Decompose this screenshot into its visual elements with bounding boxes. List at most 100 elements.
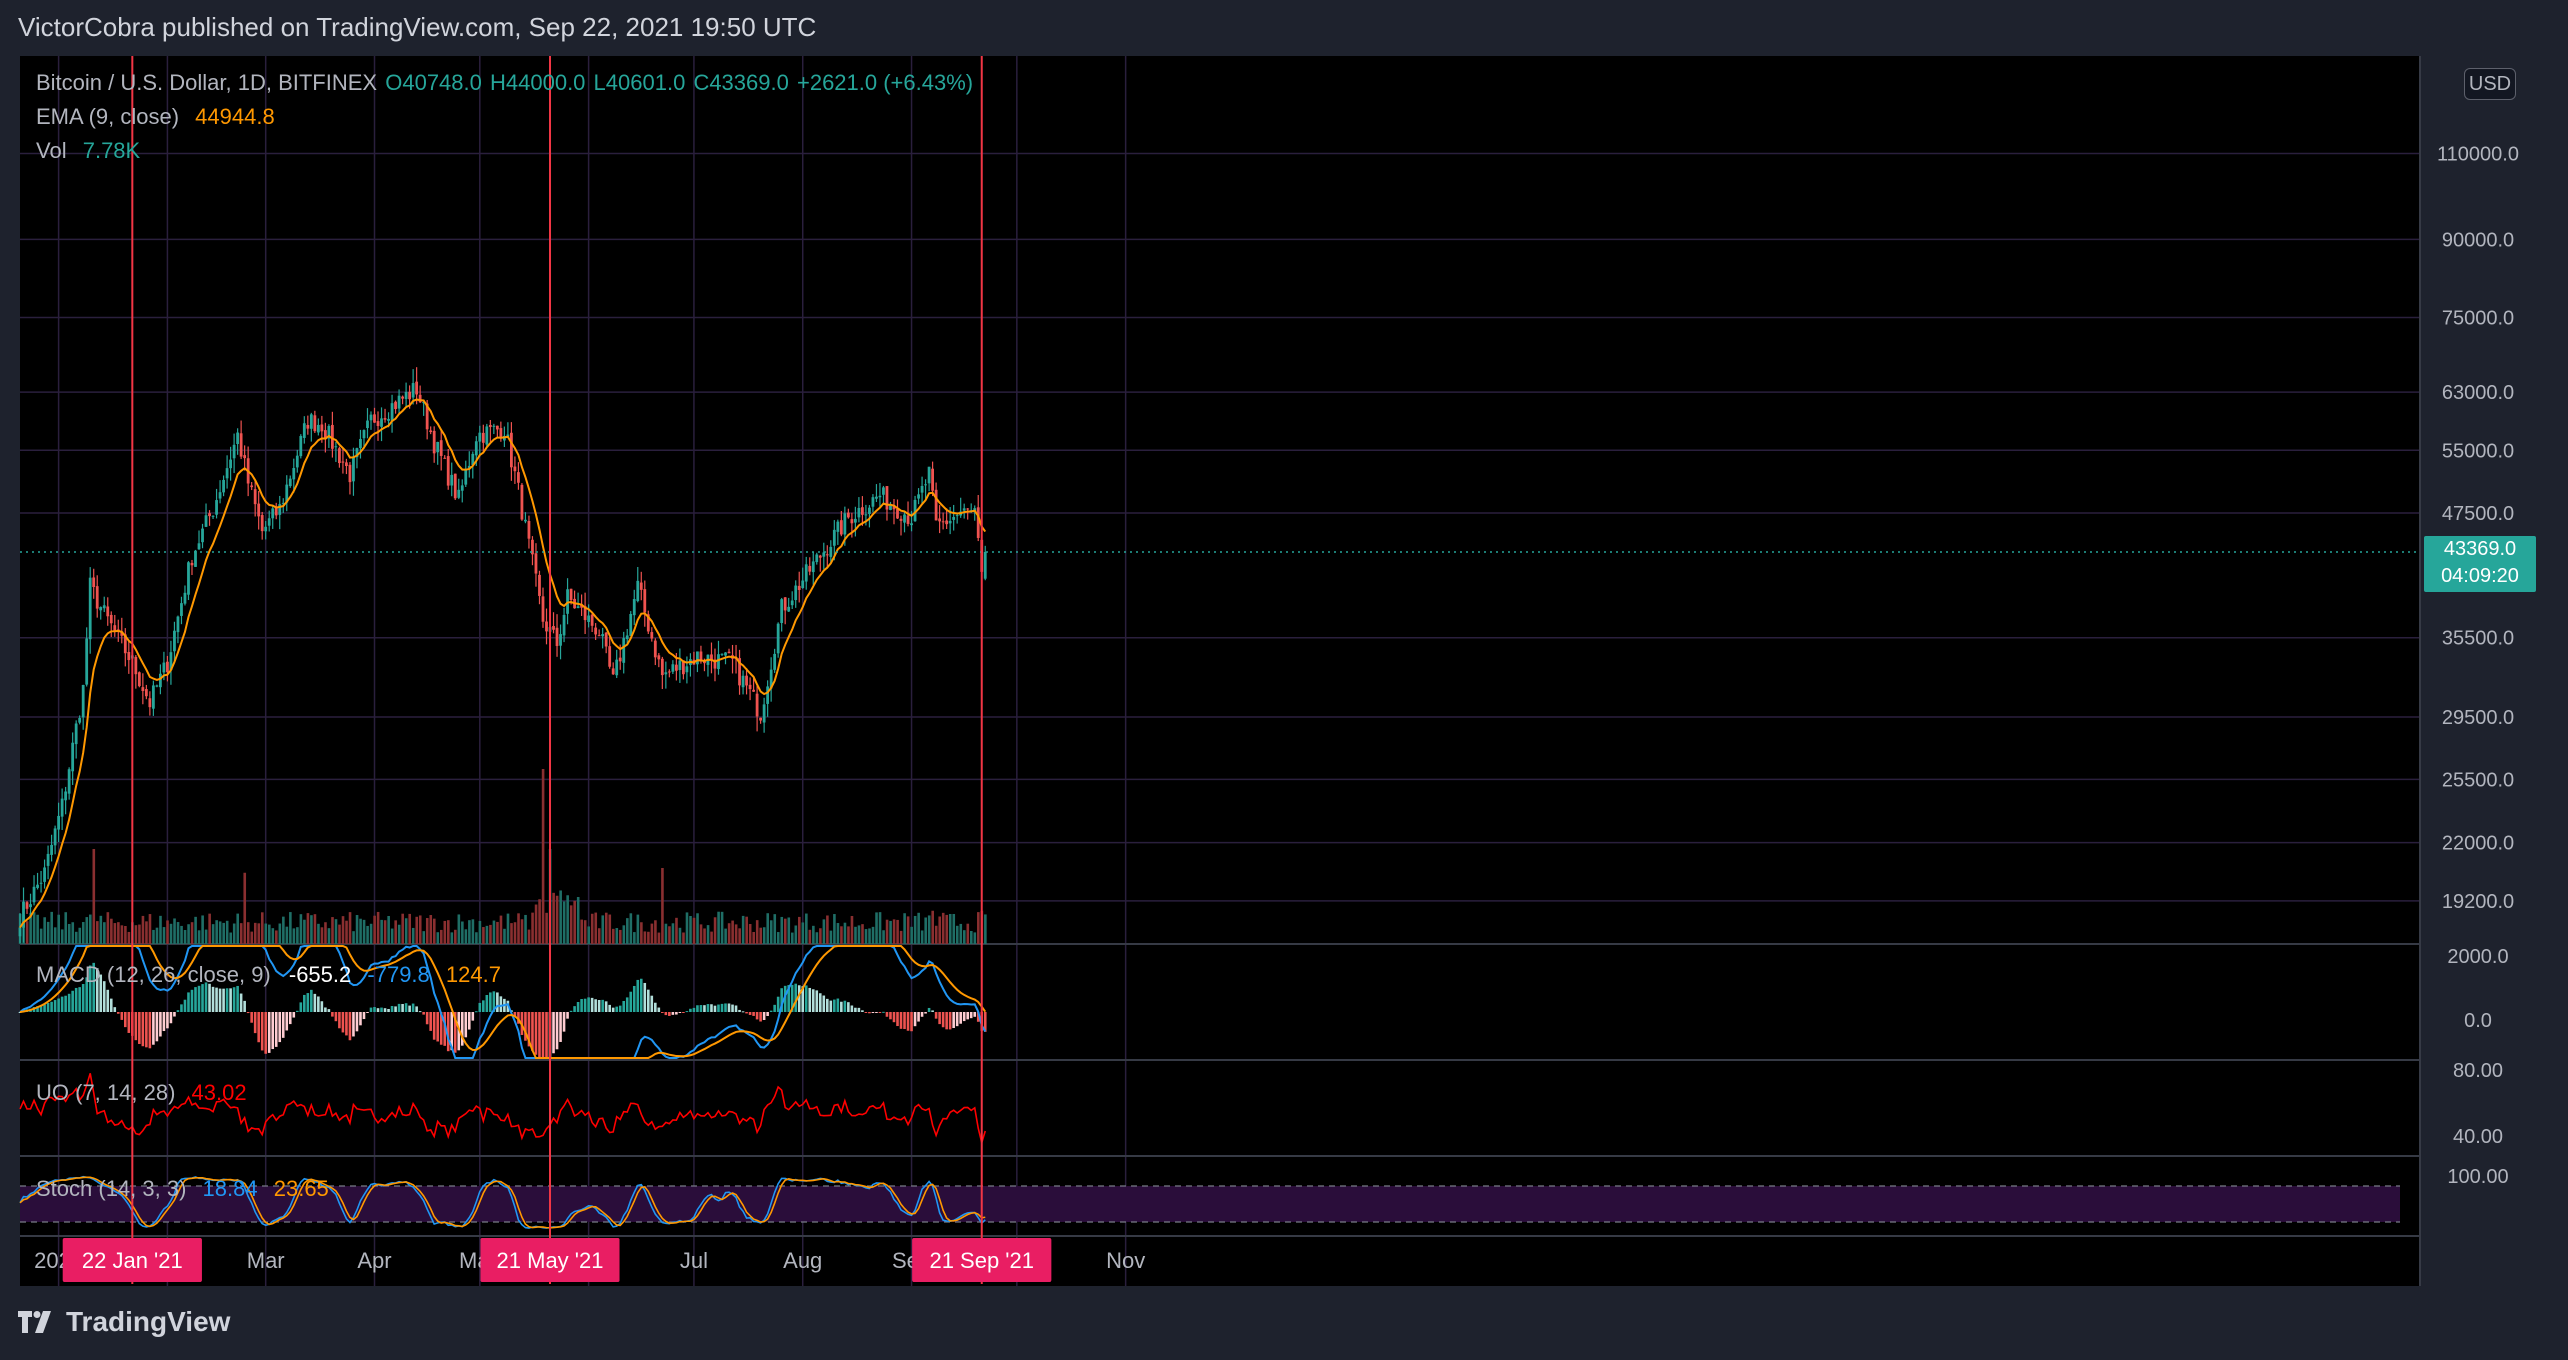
candle-body	[804, 564, 808, 582]
candle-body	[889, 504, 892, 510]
candle-body	[488, 425, 492, 427]
macd-bar	[622, 1000, 626, 1012]
candle-body	[474, 441, 478, 456]
vol-value: 7.78K	[82, 138, 141, 163]
volume-bar	[945, 914, 949, 944]
candle-body	[611, 668, 615, 675]
macd-bar	[576, 1002, 580, 1012]
candle-body	[418, 394, 422, 403]
macd-bar	[18, 1012, 22, 1013]
candle-body	[727, 651, 731, 654]
candle-body	[875, 496, 878, 499]
volume-bar	[141, 915, 145, 944]
macd-bar	[903, 1012, 906, 1030]
volume-bar	[755, 920, 759, 944]
candle-body	[401, 396, 404, 399]
volume-bar	[106, 912, 110, 944]
volume-bar	[352, 931, 355, 944]
volume-bar	[970, 930, 973, 944]
volume-bar	[791, 932, 794, 944]
macd-bar	[169, 1012, 173, 1024]
candle-body	[155, 685, 159, 687]
volume-bar	[317, 923, 320, 944]
macd-bar	[338, 1012, 341, 1029]
macd-bar	[250, 1012, 253, 1023]
volume-bar	[148, 914, 152, 944]
candle-body	[313, 415, 317, 432]
volume-bar	[401, 913, 404, 944]
volume-bar	[527, 929, 531, 944]
volume-bar	[977, 912, 980, 944]
macd-bar	[861, 1010, 864, 1012]
candle-body	[109, 614, 113, 624]
macd-bar	[927, 1007, 931, 1012]
volume-bar	[675, 917, 678, 944]
candle-body	[95, 586, 99, 609]
candle-body	[924, 484, 927, 486]
macd-bar	[833, 999, 836, 1012]
volume-bar	[787, 917, 791, 944]
volume-bar	[243, 872, 247, 944]
volume-bar	[180, 925, 183, 944]
volume-bar	[46, 921, 50, 944]
candle-body	[657, 655, 661, 660]
macd-bar	[57, 998, 60, 1012]
volume-bar	[278, 923, 282, 944]
macd-bar	[983, 1012, 987, 1032]
candle-body	[239, 433, 243, 457]
volume-bar	[896, 919, 899, 944]
volume-bar	[587, 926, 591, 944]
macd-bar	[246, 1012, 250, 1014]
macd-bar	[717, 1004, 720, 1012]
volume-bar	[906, 916, 910, 944]
volume-bar	[447, 920, 450, 944]
macd-bar	[731, 1004, 734, 1012]
candle-body	[762, 704, 766, 723]
volume-bar	[562, 901, 566, 944]
macd-bar	[166, 1012, 169, 1029]
macd-legend: MACD (12, 26, close, 9) -655.2 -779.8 12…	[36, 962, 503, 988]
candle-body	[945, 520, 949, 525]
macd-bar	[187, 992, 190, 1012]
candle-body	[29, 904, 32, 908]
volume-bar	[331, 917, 334, 944]
candle-body	[892, 505, 896, 510]
volume-bar	[440, 929, 443, 944]
volume-bar	[854, 926, 857, 944]
macd-bar	[141, 1012, 145, 1047]
macd-bar	[696, 1005, 699, 1012]
volume-bar	[485, 925, 489, 944]
tradingview-logo[interactable]: TradingView	[18, 1306, 230, 1338]
macd-bar	[271, 1012, 275, 1050]
volume-bar	[783, 918, 787, 944]
candle-body	[524, 519, 527, 522]
volume-bar	[306, 913, 310, 944]
candle-body	[576, 606, 580, 609]
candle-body	[215, 500, 218, 515]
currency-button[interactable]: USD	[2464, 68, 2516, 100]
candle-body	[236, 432, 240, 444]
volume-bar	[576, 897, 580, 944]
volume-bar	[948, 913, 952, 944]
volume-bar	[569, 905, 573, 944]
candle-body	[429, 430, 433, 433]
candle-body	[60, 798, 64, 817]
volume-bar	[861, 924, 864, 944]
candle-body	[766, 686, 770, 704]
macd-bar	[815, 990, 819, 1012]
macd-bar	[485, 995, 489, 1012]
candle-body	[678, 660, 682, 670]
macd-bar	[931, 1010, 934, 1012]
candle-series	[18, 367, 987, 943]
macd-bar	[541, 1012, 545, 1058]
candle-body	[724, 652, 727, 656]
macd-bar	[569, 1010, 573, 1012]
volume-bar	[650, 923, 654, 944]
candle-body	[643, 589, 647, 613]
uo-axis-label: 80.00	[2453, 1060, 2503, 1082]
macd-bar	[801, 986, 805, 1012]
volume-bar	[89, 914, 92, 944]
candle-body	[664, 672, 668, 675]
macd-bar	[573, 1006, 576, 1012]
